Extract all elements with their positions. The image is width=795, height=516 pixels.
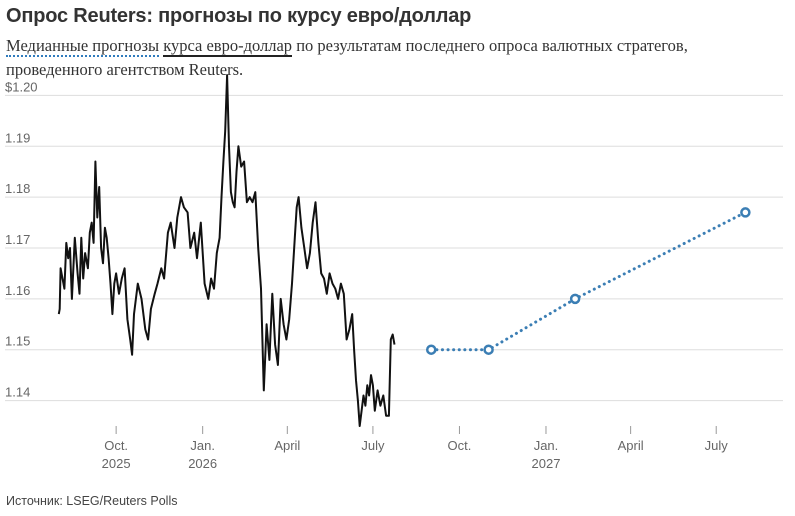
- x-tick-label: Jan.: [190, 438, 215, 453]
- x-tick-label: Oct.: [448, 438, 472, 453]
- y-tick-label: 1.18: [5, 181, 30, 196]
- forecast-point: [569, 293, 581, 305]
- y-tick-label: 1.14: [5, 385, 30, 400]
- x-tick-label: Jan.: [534, 438, 559, 453]
- y-tick-label: 1.15: [5, 334, 30, 349]
- x-tick-label: April: [274, 438, 300, 453]
- series-lines: [57, 74, 747, 427]
- forecast-line: [429, 210, 747, 352]
- y-tick-label: $1.20: [5, 79, 38, 94]
- y-tick-label: 1.16: [5, 283, 30, 298]
- x-axis-ticks: Oct. 2025 Jan. 2026 April July Oct. Jan. 2027 Apr…: [102, 426, 729, 471]
- x-tick-year-label: 2026: [188, 456, 217, 471]
- forecast-markers: [425, 207, 751, 355]
- x-tick-label: July: [705, 438, 729, 453]
- actual-rate-line: [57, 74, 396, 427]
- x-tick-label: Oct.: [104, 438, 128, 453]
- subtitle-actual-key: курса евро-доллар: [163, 36, 293, 57]
- source-note: Источник: LSEG/Reuters Polls: [6, 494, 178, 508]
- subtitle-forecast-key: Медианные прогнозы: [6, 36, 160, 57]
- x-tick-year-label: 2027: [532, 456, 561, 471]
- chart-subtitle: Медианные прогнозы курса евро-доллар по …: [6, 34, 776, 82]
- subtitle-text: по результатам последнего опроса валютны…: [6, 36, 688, 79]
- y-tick-label: 1.17: [5, 232, 30, 247]
- forecast-point: [740, 207, 751, 218]
- y-axis-ticks: $1.20 1.19 1.18 1.17 1.16 1.15 1.14: [5, 79, 38, 399]
- chart-title: Опрос Reuters: прогнозы по курсу евро/до…: [6, 5, 472, 27]
- forecast-point: [483, 344, 494, 355]
- x-tick-year-label: 2025: [102, 456, 131, 471]
- y-tick-label: 1.19: [5, 130, 30, 145]
- x-tick-label: April: [618, 438, 644, 453]
- forecast-point: [425, 344, 437, 355]
- x-tick-label: July: [361, 438, 385, 453]
- gridlines: [5, 94, 783, 402]
